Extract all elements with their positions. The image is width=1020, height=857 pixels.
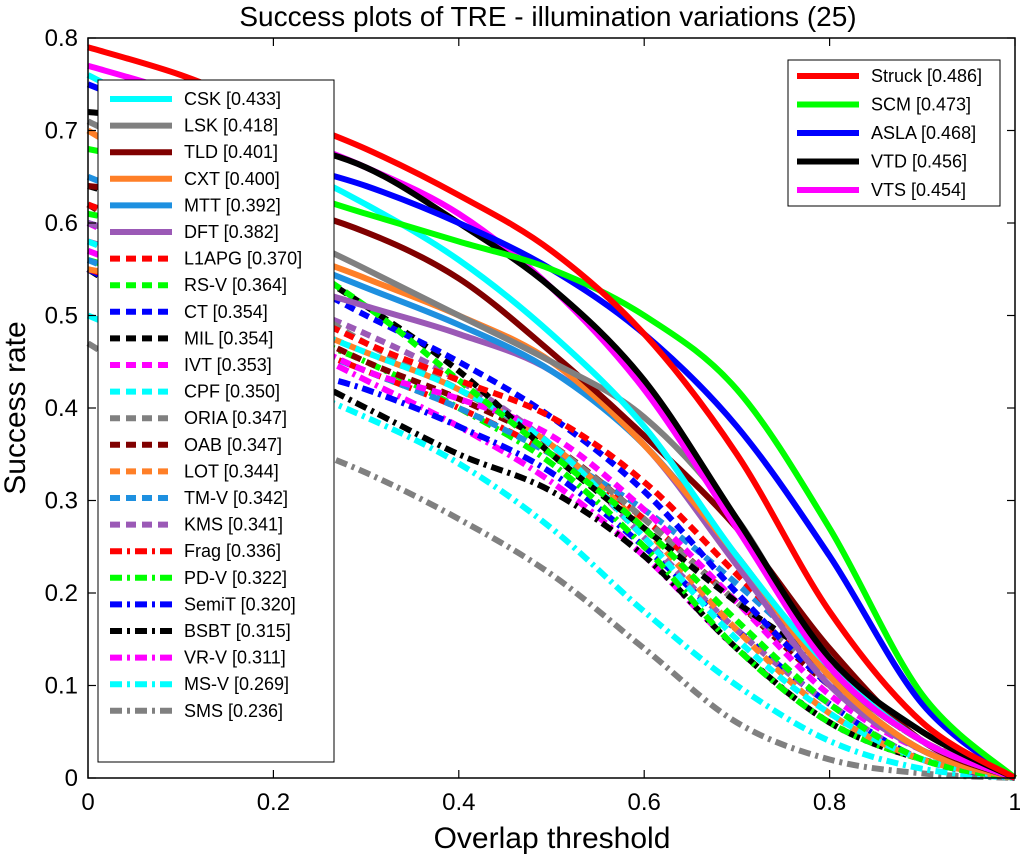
legend-label-vtd: VTD [0.456] — [871, 152, 967, 172]
series-line-rs-v — [87, 210, 1016, 781]
series-line-semit — [86, 266, 1016, 781]
y-axis: 0 0.1 0.2 0.3 0.4 0.5 0.6 0.7 0.8 — [45, 25, 1015, 792]
y-tick-label: 0.1 — [45, 673, 78, 700]
chart-title: Success plots of TRE - illumination vari… — [239, 1, 856, 32]
legend-label-csk: CSK [0.433] — [184, 89, 281, 109]
x-tick-label: 1 — [1008, 789, 1020, 816]
y-tick-label: 0.5 — [45, 303, 78, 330]
x-axis: 0 0.2 0.4 0.6 0.8 1 — [81, 38, 1020, 816]
legend-label-dft: DFT [0.382] — [184, 222, 279, 242]
legend-label-kms: KMS [0.341] — [184, 515, 283, 535]
x-axis-title: Overlap threshold — [434, 822, 671, 855]
legend-label-ct: CT [0.354] — [184, 302, 268, 322]
legend-label-frag: Frag [0.336] — [184, 541, 281, 561]
x-tick-label: 0.2 — [257, 789, 290, 816]
legend-label-pd-v: PD-V [0.322] — [184, 568, 287, 588]
legend-label-scm: SCM [0.473] — [871, 95, 971, 115]
legend-label-vts: VTS [0.454] — [871, 180, 966, 200]
y-axis-title: Success rate — [0, 321, 32, 494]
y-tick-label: 0.2 — [45, 580, 78, 607]
x-tick-label: 0.4 — [442, 789, 475, 816]
legend-label-mtt: MTT [0.392] — [184, 195, 281, 215]
y-tick-label: 0 — [65, 765, 78, 792]
legend-label-cxt: CXT [0.400] — [184, 169, 280, 189]
legend-label-tld: TLD [0.401] — [184, 142, 278, 162]
legend-label-bsbt: BSBT [0.315] — [184, 621, 291, 641]
y-tick-label: 0.7 — [45, 118, 78, 145]
y-tick-label: 0.8 — [45, 25, 78, 52]
legend-label-rs-v: RS-V [0.364] — [184, 275, 287, 295]
legend-label-oria: ORIA [0.347] — [184, 408, 287, 428]
x-tick-label: 0.8 — [813, 789, 846, 816]
legend-label-semit: SemiT [0.320] — [184, 594, 296, 614]
legend-right: Struck [0.486] SCM [0.473] ASLA [0.468] VTD… — [787, 59, 1001, 207]
legend-label-sms: SMS [0.236] — [184, 701, 283, 721]
legend-label-struck: Struck [0.486] — [871, 66, 982, 86]
legend-label-lot: LOT [0.344] — [184, 461, 279, 481]
legend-label-vr-v: VR-V [0.311] — [184, 648, 286, 668]
x-tick-label: 0 — [81, 789, 94, 816]
legend-left-items: CSK [0.433] LSK [0.418] TLD [0.401] CXT [0.… — [110, 89, 302, 721]
legend-label-lsk: LSK [0.418] — [184, 116, 278, 136]
legend-label-oab: OAB [0.347] — [184, 435, 282, 455]
y-tick-label: 0.3 — [45, 488, 78, 515]
y-tick-label: 0.6 — [45, 210, 78, 237]
legend-label-tm-v: TM-V [0.342] — [184, 488, 288, 508]
legend-right-items: Struck [0.486] SCM [0.473] ASLA [0.468] VTD… — [797, 66, 982, 200]
legend-label-ms-v: MS-V [0.269] — [184, 674, 289, 694]
legend-label-l1apg: L1APG [0.370] — [184, 249, 302, 269]
legend-label-asla: ASLA [0.468] — [871, 123, 976, 143]
legend-label-mil: MIL [0.354] — [184, 328, 273, 348]
x-tick-label: 0.6 — [628, 789, 661, 816]
legend-label-cpf: CPF [0.350] — [184, 382, 280, 402]
series-line-sms — [86, 340, 1016, 781]
legend-left-box — [97, 79, 335, 763]
y-tick-label: 0.4 — [45, 395, 78, 422]
legend-left: CSK [0.433] LSK [0.418] TLD [0.401] CXT [0.… — [97, 79, 335, 763]
legend-label-ivt: IVT [0.353] — [184, 355, 272, 375]
